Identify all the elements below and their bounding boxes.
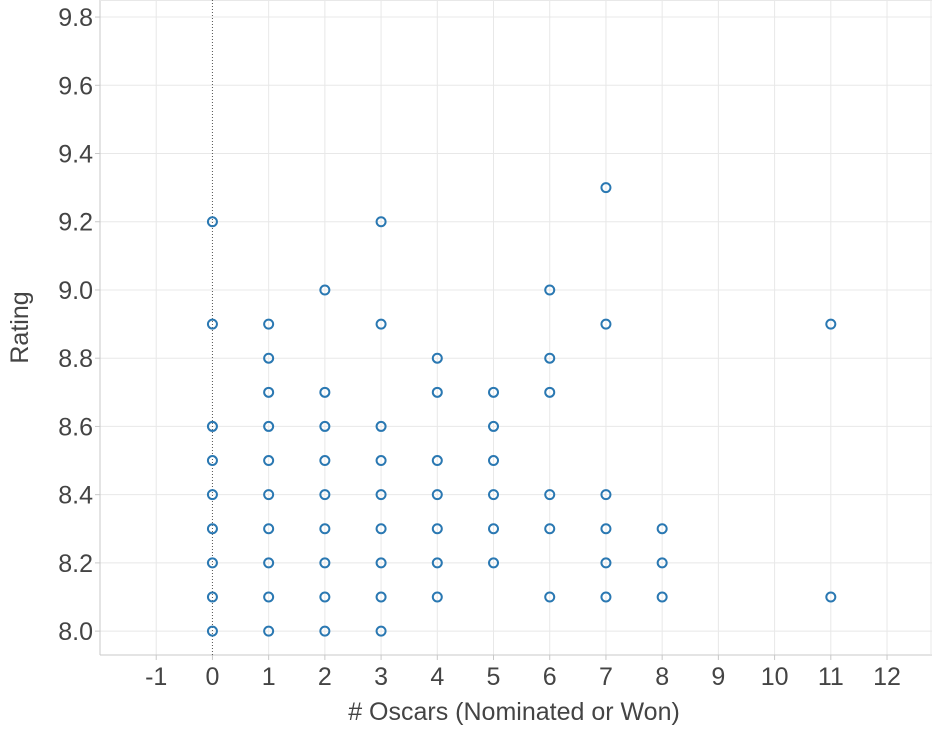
x-tick-label: 5 [487, 663, 501, 691]
grid [100, 0, 932, 655]
data-point [544, 523, 556, 535]
data-point [375, 591, 387, 603]
data-point [544, 284, 556, 296]
data-point [600, 318, 612, 330]
data-point [488, 523, 500, 535]
data-point [263, 591, 275, 603]
data-point [825, 318, 837, 330]
x-tick-label: 10 [761, 663, 789, 691]
data-point [263, 420, 275, 432]
y-tick-label: 8.2 [58, 550, 93, 578]
data-point [263, 489, 275, 501]
data-point [488, 455, 500, 467]
data-point [319, 591, 331, 603]
x-tick-label: 3 [374, 663, 388, 691]
data-point [319, 625, 331, 637]
data-point [488, 557, 500, 569]
data-point [544, 352, 556, 364]
x-tick-label: -1 [145, 663, 167, 691]
data-point [544, 386, 556, 398]
data-point [488, 386, 500, 398]
data-point [319, 489, 331, 501]
data-point [431, 557, 443, 569]
tick-labels: 8.08.28.48.68.89.09.29.49.69.8-1 0 1 2 3 4 5 6 7… [58, 4, 901, 691]
data-point [600, 557, 612, 569]
data-point [206, 455, 218, 467]
x-tick-label: 8 [655, 663, 669, 691]
x-tick-label: 0 [205, 663, 219, 691]
data-point [544, 591, 556, 603]
data-point [431, 386, 443, 398]
data-point [263, 625, 275, 637]
data-point [206, 420, 218, 432]
data-point [206, 216, 218, 228]
data-point [319, 386, 331, 398]
x-tick-label: 2 [318, 663, 332, 691]
data-point [206, 318, 218, 330]
data-point [656, 557, 668, 569]
data-points [206, 182, 837, 637]
data-point [319, 284, 331, 296]
data-point [319, 455, 331, 467]
data-point [431, 352, 443, 364]
x-tick-label: 12 [873, 663, 901, 691]
x-tick-label: 9 [711, 663, 725, 691]
axes [95, 0, 932, 660]
data-point [656, 523, 668, 535]
data-point [600, 489, 612, 501]
data-point [431, 591, 443, 603]
data-point [263, 455, 275, 467]
data-point [263, 352, 275, 364]
y-tick-label: 9.8 [58, 4, 93, 32]
data-point [375, 523, 387, 535]
data-point [375, 455, 387, 467]
data-point [488, 420, 500, 432]
data-point [600, 523, 612, 535]
y-tick-label: 8.8 [58, 345, 93, 373]
data-point [263, 318, 275, 330]
y-tick-label: 9.2 [58, 209, 93, 237]
y-tick-label: 9.4 [58, 141, 93, 169]
y-tick-label: 9.6 [58, 72, 93, 100]
data-point [206, 591, 218, 603]
y-tick-label: 8.0 [58, 618, 93, 646]
data-point [319, 557, 331, 569]
y-tick-label: 8.4 [58, 482, 93, 510]
y-axis-title: Rating [6, 291, 34, 363]
x-tick-label: 1 [262, 663, 276, 691]
data-point [375, 557, 387, 569]
data-point [431, 523, 443, 535]
data-point [431, 455, 443, 467]
data-point [375, 216, 387, 228]
x-axis-title: # Oscars (Nominated or Won) [348, 698, 680, 726]
data-point [600, 591, 612, 603]
y-tick-label: 9.0 [58, 277, 93, 305]
x-tick-label: 7 [599, 663, 613, 691]
data-point [375, 318, 387, 330]
data-point [206, 625, 218, 637]
data-point [319, 523, 331, 535]
data-point [319, 420, 331, 432]
x-tick-label: 4 [430, 663, 444, 691]
data-point [263, 386, 275, 398]
data-point [263, 523, 275, 535]
data-point [544, 489, 556, 501]
data-point [600, 182, 612, 194]
data-point [656, 591, 668, 603]
data-point [206, 523, 218, 535]
data-point [431, 489, 443, 501]
data-point [825, 591, 837, 603]
x-tick-label: 11 [818, 663, 844, 691]
x-tick-label: 6 [543, 663, 557, 691]
y-tick-label: 8.6 [58, 413, 93, 441]
data-point [488, 489, 500, 501]
data-point [206, 489, 218, 501]
data-point [375, 489, 387, 501]
data-point [206, 557, 218, 569]
data-point [375, 625, 387, 637]
data-point [375, 420, 387, 432]
data-point [263, 557, 275, 569]
